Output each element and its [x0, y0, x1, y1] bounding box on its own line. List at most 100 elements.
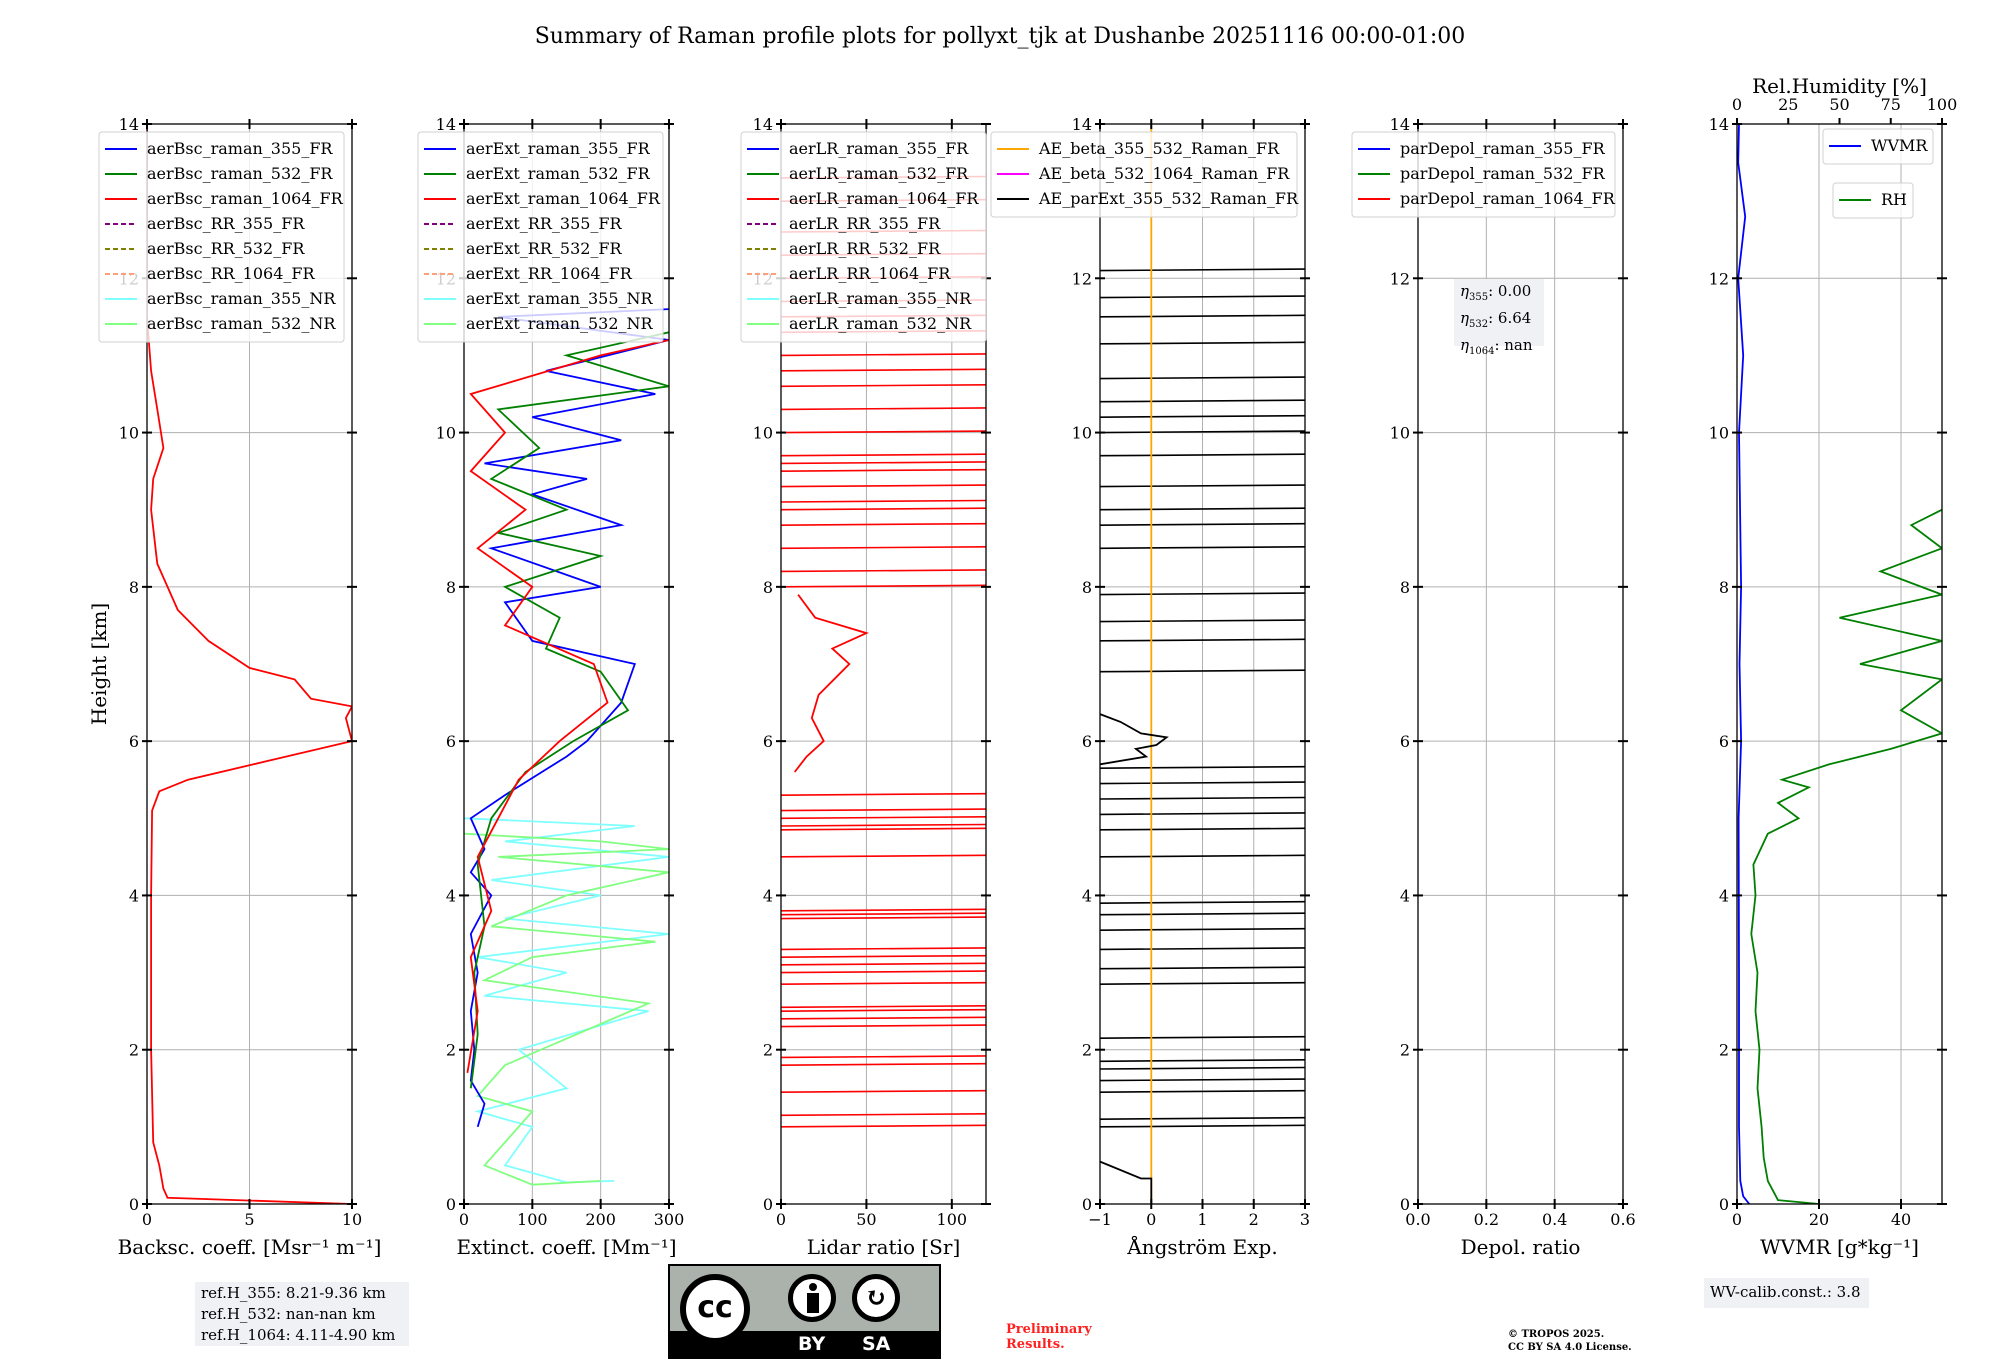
spike-line: [1100, 947, 1305, 951]
eta-355: η355: 0.00: [1460, 282, 1532, 303]
series-aerBsc_raman_1064_FR: [147, 124, 352, 1204]
y-tick-label: 4: [1082, 886, 1092, 905]
spike-line: [1100, 765, 1305, 769]
x-tick-label: 3: [1300, 1210, 1310, 1229]
y-tick-label: 8: [763, 578, 773, 597]
x-tick-label: 100: [517, 1210, 548, 1229]
preliminary-results-note: Preliminary Results.: [1006, 1322, 1092, 1352]
spike-line: [1100, 638, 1305, 642]
x-tick-label: 0: [142, 1210, 152, 1229]
legend-label: aerBsc_raman_532_FR: [147, 164, 333, 183]
x-tick-label: 100: [937, 1210, 968, 1229]
eta-sub: 1064: [1469, 346, 1495, 357]
spike-line: [781, 522, 986, 526]
ref-height-1064: ref.H_1064: 4.11-4.90 km: [201, 1326, 396, 1344]
series-RH: [1750, 508, 1942, 1204]
spike-line: [1100, 1124, 1305, 1128]
spike-line: [781, 947, 986, 951]
spike-line: [781, 962, 986, 966]
spike-line: [781, 484, 986, 488]
legend-label: WVMR: [1871, 136, 1928, 155]
spike-line: [781, 1124, 986, 1128]
spike-line: [781, 569, 986, 573]
spike-line: [1100, 796, 1305, 800]
y-tick-label: 4: [763, 886, 773, 905]
y-tick-label: 10: [1390, 424, 1410, 443]
spike-line: [781, 1055, 986, 1059]
spike-line: [1100, 522, 1305, 526]
spike-line: [781, 792, 986, 796]
x-tick-label: 5: [244, 1210, 254, 1229]
spike-line: [1100, 812, 1305, 816]
spike-line: [781, 970, 986, 974]
y-tick-label: 12: [1709, 269, 1729, 288]
wv-calibration-box: WV-calib.const.: 3.8: [1704, 1278, 1869, 1308]
preliminary-line: Results.: [1006, 1337, 1065, 1352]
legend-label: RH: [1881, 190, 1907, 209]
spike-line: [781, 1089, 986, 1093]
spike-line: [781, 430, 986, 434]
spike-line: [781, 407, 986, 411]
eta-value: : nan: [1494, 336, 1533, 354]
top-axis-label: Rel.Humidity [%]: [1752, 74, 1927, 98]
series-aerExt_raman_355_NR: [464, 817, 669, 1184]
y-tick-label: 8: [1400, 578, 1410, 597]
legend-label: aerExt_raman_532_NR: [466, 314, 654, 333]
spike-line: [1100, 966, 1305, 970]
spike-line: [781, 468, 986, 472]
eta-sub: 532: [1469, 319, 1489, 330]
y-tick-label: 14: [436, 115, 456, 134]
legend: RH: [1832, 182, 1914, 219]
x-tick-label: 0.0: [1405, 1210, 1430, 1229]
person-icon: [788, 1274, 836, 1322]
legend-frame: [417, 131, 664, 343]
spike-line: [1100, 1078, 1305, 1082]
y-tick-label: 0: [1719, 1195, 1729, 1214]
spike-line: [1100, 507, 1305, 511]
panel-5: 0 2 4 6 8 10 12 14 0.0 0.2 0.4 0.6 Depol. ratio parDe…: [1351, 115, 1636, 1259]
y-tick-label: 8: [129, 578, 139, 597]
y-tick-label: 2: [1400, 1041, 1410, 1060]
x-tick-label: 0.6: [1610, 1210, 1635, 1229]
legend: parDepol_raman_355_FR parDepol_raman_532_…: [1351, 131, 1616, 218]
legend-label: aerExt_RR_1064_FR: [466, 264, 633, 283]
spike-line: [781, 1004, 986, 1009]
x-tick-label: 0: [776, 1210, 786, 1229]
spike-line: [781, 1112, 986, 1117]
legend-frame: [1822, 128, 1934, 165]
axes-frame: [1736, 123, 1943, 1205]
legend-label: aerLR_raman_532_NR: [789, 314, 972, 333]
x-axis-label: Backsc. coeff. [Msr⁻¹ m⁻¹]: [118, 1235, 382, 1259]
legend-label: AE_beta_355_532_Raman_FR: [1038, 139, 1280, 158]
panel-2: 024681012140100200300Extinct. coeff. [Mm…: [417, 115, 684, 1259]
legend-frame: [1832, 182, 1914, 219]
spike-line: [1100, 376, 1305, 380]
x-axis-label: Extinct. coeff. [Mm⁻¹]: [456, 1235, 676, 1259]
legend-label: parDepol_raman_1064_FR: [1400, 189, 1616, 208]
series-aerExt_raman_532_NR: [464, 832, 669, 1186]
legend: AE_beta_355_532_Raman_FR AE_beta_532_1064…: [990, 131, 1299, 218]
x-axis-label: WVMR [g*kg⁻¹]: [1760, 1235, 1919, 1259]
x-tick-label: 2: [1249, 1210, 1259, 1229]
legend-label: aerLR_RR_355_FR: [789, 214, 941, 233]
y-tick-label: 0: [1400, 1195, 1410, 1214]
spike-line: [781, 584, 986, 588]
y-tick-label: 8: [446, 578, 456, 597]
legend-label: aerLR_RR_532_FR: [789, 239, 941, 258]
series-AE_parExt_355_532_Raman_FR: [1100, 713, 1169, 766]
reference-height-box: ref.H_355: 8.21-9.36 km ref.H_532: nan-n…: [195, 1282, 409, 1346]
spike-line: [781, 854, 986, 858]
spike-line: [1100, 545, 1305, 550]
copyright-line: CC BY SA 4.0 License.: [1508, 1342, 1632, 1353]
spike-line: [1100, 912, 1305, 916]
y-tick-label: 14: [119, 115, 139, 134]
ref-height-355: ref.H_355: 8.21-9.36 km: [201, 1284, 386, 1302]
legend: aerLR_raman_355_FR aerLR_raman_532_FR aerL…: [740, 131, 987, 343]
legend-label: aerBsc_RR_532_FR: [147, 239, 305, 258]
spike-line: [1100, 414, 1305, 418]
spike-line: [1100, 341, 1305, 345]
spike-line: [1100, 927, 1305, 931]
y-tick-label: 6: [763, 732, 773, 751]
y-tick-label: 2: [763, 1041, 773, 1060]
